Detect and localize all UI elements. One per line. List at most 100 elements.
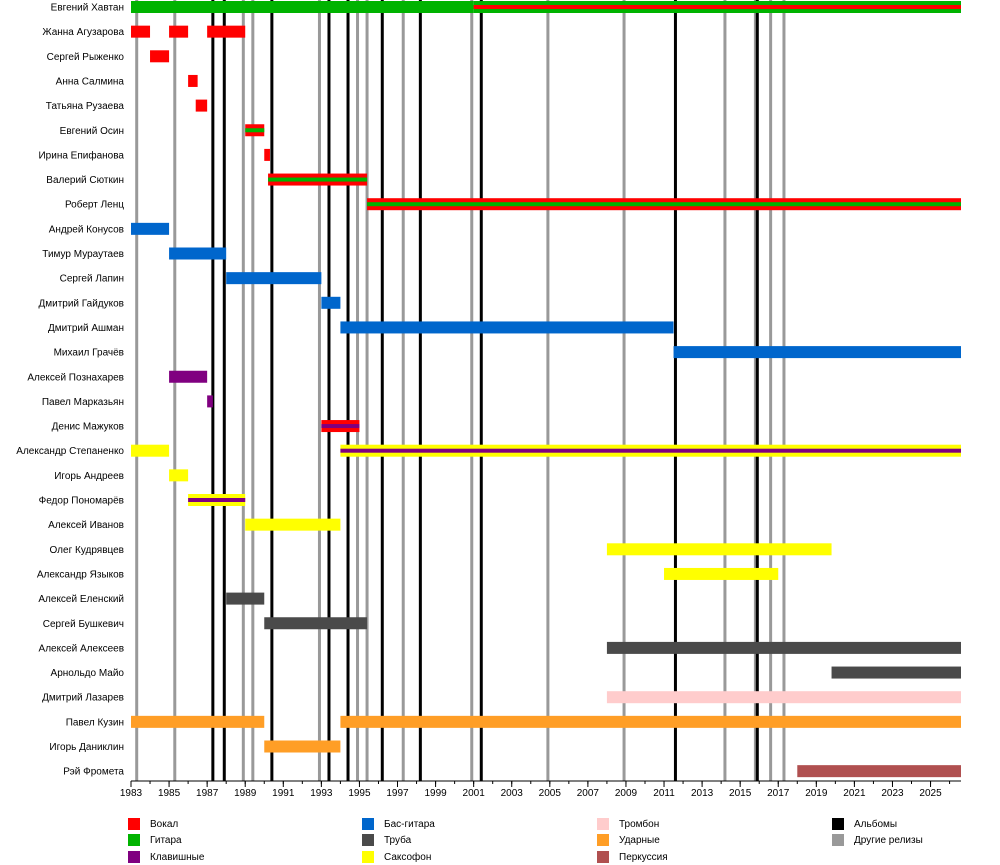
legend-item-other: Другие релизы <box>832 832 923 848</box>
member-bar-vocal <box>188 74 198 87</box>
member-label: Жанна Агузарова <box>42 27 124 38</box>
legend-label: Ударные <box>619 834 660 846</box>
member-label: Дмитрий Гайдуков <box>38 298 124 309</box>
member-bar-keys <box>207 395 213 408</box>
member-bar-percussion <box>797 765 961 778</box>
legend-item-bass: Бас-гитара <box>362 816 435 832</box>
member-label: Ирина Епифанова <box>38 149 124 161</box>
legend-label: Труба <box>384 834 412 846</box>
x-tick-label: 2005 <box>539 788 562 799</box>
legend-item-vocal: Вокал <box>128 816 178 832</box>
legend-swatch <box>832 834 844 846</box>
x-tick-label: 1985 <box>158 788 181 799</box>
member-bar-stripe-guitar <box>367 202 961 207</box>
member-label: Дмитрий Ашман <box>48 323 124 334</box>
member-label: Денис Мажуков <box>52 422 124 433</box>
member-label: Алексей Иванов <box>48 520 124 531</box>
x-axis: 1983 1985 1987 1989 1991 1993 1995 1997 1999 2001… <box>120 780 961 799</box>
x-tick-label: 1987 <box>196 788 219 799</box>
legend-swatch <box>362 818 374 830</box>
member-bar-bass <box>226 272 322 285</box>
x-tick-label: 2007 <box>577 788 600 799</box>
x-tick-label: 2025 <box>919 788 942 799</box>
legend-item-keys: Клавишные <box>128 849 204 865</box>
legend-swatch <box>597 834 609 846</box>
member-bar-drums <box>264 740 341 753</box>
member-bar-trumpet <box>264 617 368 630</box>
member-bar-trumpet <box>226 592 265 605</box>
member-bar-vocal <box>150 50 170 63</box>
member-bar-keys <box>169 370 208 383</box>
legend-label: Саксофон <box>384 851 432 863</box>
member-label: Сергей Лапин <box>60 274 124 285</box>
member-label: Роберт Ленц <box>65 199 124 211</box>
member-bar-stripe-keys <box>188 498 246 502</box>
member-bar-bass <box>131 222 170 235</box>
member-label: Александр Языков <box>37 569 124 580</box>
member-label: Сергей Бушкевич <box>43 619 124 630</box>
x-tick-label: 2021 <box>843 788 866 799</box>
legend-label: Гитара <box>150 834 182 846</box>
band-timeline-chart: Евгений Хавтан Жанна Агузарова Сергей Рыже… <box>16 0 961 799</box>
member-bar-drums <box>340 715 961 728</box>
legend-label: Другие релизы <box>854 834 923 846</box>
member-label: Алексей Еленский <box>38 594 124 605</box>
x-tick-label: 2023 <box>881 788 904 799</box>
x-tick-label: 2009 <box>615 788 638 799</box>
x-tick-label: 2015 <box>729 788 752 799</box>
member-label: Рэй Фромета <box>63 767 124 778</box>
member-label: Федор Пономарёв <box>39 496 124 507</box>
member-label: Алексей Познахарев <box>27 372 124 383</box>
member-bar-vocal <box>169 25 189 38</box>
legend-item-trumpet: Труба <box>362 832 411 848</box>
member-label: Алексей Алексеев <box>39 643 124 654</box>
legend-label: Тромбон <box>619 818 660 830</box>
member-label: Сергей Рыженко <box>47 52 125 63</box>
legend-swatch <box>128 851 140 863</box>
member-label: Олег Кудрявцев <box>50 545 124 556</box>
legend: Вокал Гитара Клавишные Бас-гитара Труба Саксо… <box>0 812 1000 865</box>
legend-item-percussion: Перкуссия <box>597 849 668 865</box>
member-label: Евгений Осин <box>60 126 124 137</box>
legend-item-albums: Альбомы <box>832 816 897 832</box>
member-label: Евгений Хавтан <box>51 3 124 14</box>
member-bar-bass <box>340 321 674 334</box>
member-bar-stripe-guitar <box>245 128 265 133</box>
member-label: Татьяна Рузаева <box>46 101 125 112</box>
member-label: Арнольдо Майо <box>51 668 125 679</box>
member-bar-stripe-vocal <box>473 5 961 9</box>
legend-label: Вокал <box>150 818 179 830</box>
member-label: Павел Кузин <box>66 717 124 728</box>
member-label: Андрей Конусов <box>49 224 124 235</box>
member-bar-stripe-keys <box>340 448 961 453</box>
member-bar-bass <box>321 296 341 309</box>
x-tick-label: 2001 <box>463 788 486 799</box>
member-label: Михаил Грачёв <box>54 348 124 359</box>
member-label: Павел Марказьян <box>42 397 124 408</box>
member-bar-vocal <box>195 99 208 112</box>
legend-swatch <box>128 818 140 830</box>
release-lines <box>135 0 786 781</box>
member-bar-sax <box>664 567 779 580</box>
member-bar-vocal <box>264 148 270 161</box>
member-bar-sax <box>606 543 832 556</box>
legend-label: Альбомы <box>854 818 898 830</box>
member-bar-sax <box>245 518 341 531</box>
legend-swatch <box>128 834 140 846</box>
x-tick-label: 1989 <box>234 788 257 799</box>
legend-swatch <box>362 851 374 863</box>
member-bar-guitar <box>131 1 474 13</box>
legend-swatch <box>832 818 844 830</box>
legend-item-guitar: Гитара <box>128 832 182 848</box>
member-bar-vocal <box>207 25 246 38</box>
member-bar-stripe-keys <box>321 424 360 429</box>
x-tick-label: 2017 <box>767 788 790 799</box>
legend-item-sax: Саксофон <box>362 849 431 865</box>
x-tick-label: 2013 <box>691 788 714 799</box>
x-tick-label: 1991 <box>272 788 295 799</box>
member-label: Тимур Мураутаев <box>42 249 124 260</box>
member-label: Дмитрий Лазарев <box>42 693 124 704</box>
member-bar-drums <box>131 715 265 728</box>
x-tick-label: 1999 <box>424 788 447 799</box>
member-bar-bass <box>673 346 961 359</box>
